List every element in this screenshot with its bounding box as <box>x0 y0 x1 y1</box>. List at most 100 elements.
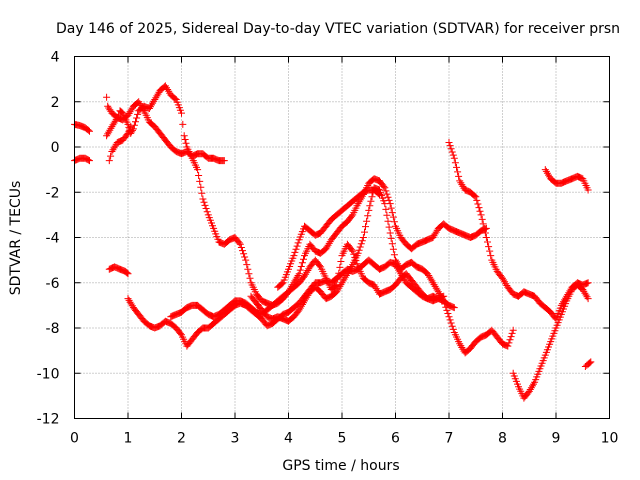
data-point <box>387 234 395 242</box>
data-point <box>344 268 352 276</box>
data-point <box>434 288 442 296</box>
x-tick-label: 5 <box>338 431 347 447</box>
data-point <box>451 159 459 167</box>
data-point <box>358 237 366 245</box>
data-point <box>381 184 389 192</box>
data-point <box>456 177 464 185</box>
data-point <box>505 339 513 347</box>
data-point <box>431 230 439 238</box>
data-point <box>484 238 491 246</box>
data-point <box>370 281 378 289</box>
data-point <box>124 295 132 303</box>
data-point <box>108 148 116 155</box>
data-point <box>337 281 345 289</box>
x-tick-label: 9 <box>552 431 561 447</box>
data-point <box>297 263 305 270</box>
data-point <box>111 117 119 125</box>
data-point <box>337 258 345 265</box>
data-point <box>105 128 113 136</box>
data-point <box>474 200 482 208</box>
data-point <box>579 286 587 293</box>
data-point <box>441 300 449 308</box>
data-point <box>443 306 451 314</box>
data-point <box>199 195 207 203</box>
data-point <box>388 240 396 248</box>
data-point <box>365 206 373 214</box>
data-point <box>333 288 341 296</box>
data-point <box>541 166 549 174</box>
data-point <box>481 229 489 237</box>
data-marks <box>71 82 595 402</box>
data-point <box>445 139 453 146</box>
data-point <box>107 152 115 160</box>
data-point <box>241 253 249 261</box>
data-point <box>130 121 138 129</box>
data-point <box>504 342 512 350</box>
data-point <box>104 130 112 138</box>
data-point <box>455 172 463 180</box>
data-point <box>448 322 456 330</box>
data-point <box>133 114 141 122</box>
data-point <box>198 189 206 197</box>
y-tick-label: 2 <box>51 95 60 111</box>
data-point <box>382 187 390 195</box>
data-point <box>124 270 132 278</box>
data-point <box>339 277 347 285</box>
data-point <box>374 190 382 198</box>
data-point <box>584 279 592 287</box>
data-point <box>348 212 356 220</box>
data-point <box>435 290 443 298</box>
data-point <box>506 336 514 344</box>
data-point <box>442 303 450 311</box>
data-point <box>240 250 248 258</box>
data-point <box>427 275 435 283</box>
data-point <box>118 108 126 116</box>
data-point <box>509 326 517 334</box>
data-point <box>323 243 331 251</box>
data-point <box>322 245 330 253</box>
data-point <box>303 293 311 301</box>
data-point <box>117 108 125 116</box>
data-point <box>335 284 343 292</box>
data-point <box>459 182 467 190</box>
data-point <box>153 92 161 100</box>
data-point <box>447 319 455 327</box>
data-point <box>390 251 398 259</box>
data-point <box>425 272 433 279</box>
data-point <box>364 212 372 220</box>
data-point <box>86 157 93 165</box>
data-point <box>431 282 439 290</box>
data-point <box>586 359 594 367</box>
data-point <box>583 293 591 301</box>
data-point <box>278 280 286 288</box>
data-point <box>507 333 515 341</box>
data-point <box>526 386 534 393</box>
data-point <box>244 265 252 273</box>
data-point <box>294 239 302 247</box>
data-point <box>109 146 117 154</box>
series-arc-12 <box>509 281 592 402</box>
data-point <box>340 275 348 283</box>
data-point <box>448 148 456 156</box>
data-point <box>361 228 368 236</box>
data-point <box>587 358 595 366</box>
data-point <box>368 193 376 201</box>
data-point <box>346 266 353 274</box>
data-point <box>381 200 389 208</box>
chart-title: Day 146 of 2025, Sidereal Day-to-day VTE… <box>56 21 620 37</box>
data-point <box>383 190 391 198</box>
data-point <box>387 204 395 212</box>
data-point <box>200 198 208 206</box>
data-point <box>449 151 457 159</box>
data-point <box>334 275 342 283</box>
y-tick-label: 4 <box>51 50 60 66</box>
data-point <box>444 310 452 317</box>
data-point <box>296 304 304 312</box>
series-arc-13 <box>541 166 592 194</box>
data-point <box>125 110 133 117</box>
y-tick-label: -8 <box>46 321 60 337</box>
data-point <box>454 168 462 176</box>
data-point <box>293 242 301 250</box>
data-point <box>301 272 308 280</box>
data-point <box>135 98 143 106</box>
